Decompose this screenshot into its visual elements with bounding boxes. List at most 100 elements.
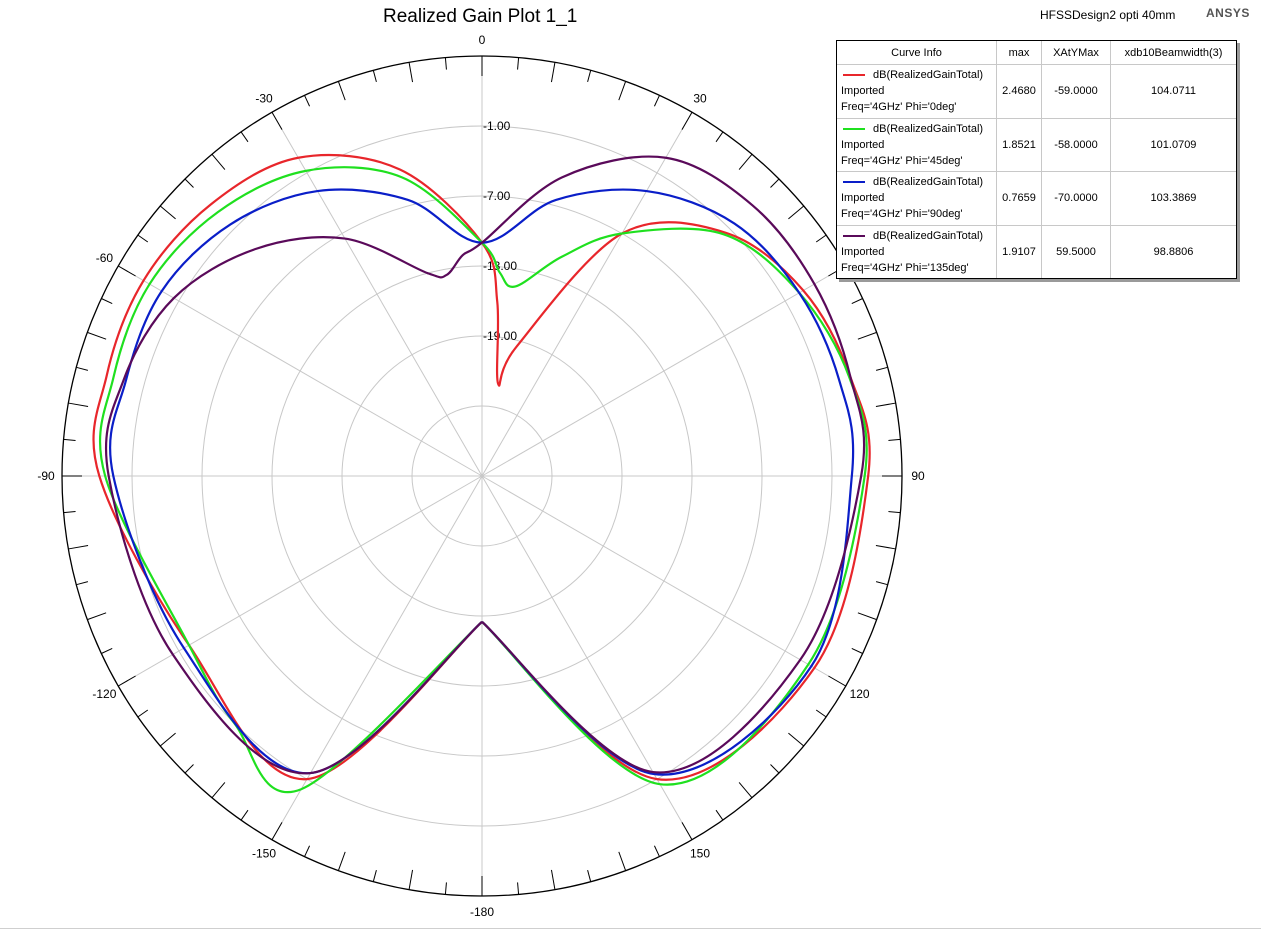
series-swatch [843, 234, 865, 237]
chart-title: Realized Gain Plot 1_1 [383, 6, 578, 27]
tick-mark [875, 366, 888, 371]
angle-tick-label: -30 [255, 91, 273, 105]
angle-tick-label: 120 [850, 687, 870, 701]
series-curve [104, 155, 866, 775]
series-swatch [843, 74, 865, 77]
curve-source: Imported [841, 85, 885, 98]
series-curve [98, 166, 868, 794]
grid-spoke [481, 475, 846, 687]
angle-tick-label: 150 [690, 847, 710, 861]
tick-mark [550, 62, 556, 83]
tick-mark [815, 709, 827, 718]
tick-mark [770, 178, 780, 188]
tick-mark [653, 95, 660, 107]
tick-mark [101, 647, 113, 654]
tick-mark [271, 112, 283, 130]
tick-mark [517, 57, 520, 70]
angle-tick-label: 30 [693, 91, 707, 105]
tick-mark [184, 764, 194, 774]
tick-mark [653, 845, 660, 857]
legend-table: Curve Info max XAtYMax xdb10Beamwidth(3)… [836, 40, 1237, 279]
tick-mark [372, 869, 377, 882]
curve-source: Imported [841, 138, 885, 151]
tick-mark [240, 809, 249, 821]
angle-ticks [62, 56, 902, 896]
beamwidth-value: 101.0709 [1110, 118, 1236, 172]
curve-source: Imported [841, 245, 885, 258]
tick-mark [857, 331, 877, 340]
legend-row[interactable]: dB(RealizedGainTotal) Imported Freq='4GH… [837, 225, 1236, 278]
angle-tick-label: -180 [470, 905, 494, 919]
tick-mark [681, 112, 693, 130]
design-name: HFSSDesign2 opti 40mm [1040, 8, 1176, 22]
tick-mark [857, 612, 877, 621]
grid-spoke [271, 475, 483, 840]
tick-mark [788, 205, 805, 220]
tick-mark [408, 62, 414, 83]
tick-mark [875, 402, 896, 408]
legend-row[interactable]: dB(RealizedGainTotal) Imported Freq='4GH… [837, 171, 1236, 226]
brand-logo: ANSYS [1206, 6, 1250, 20]
curve-name: dB(RealizedGainTotal) [873, 69, 984, 82]
curve-variation: Freq='4GHz' Phi='0deg' [841, 101, 957, 114]
tick-mark [211, 782, 226, 799]
grid-spoke [271, 112, 483, 477]
xatymax-value: -59.0000 [1041, 64, 1111, 119]
tick-mark [87, 612, 107, 621]
tick-mark [550, 869, 556, 890]
tick-mark [888, 438, 901, 441]
tick-mark [337, 851, 346, 871]
beamwidth-value: 98.8806 [1153, 245, 1194, 258]
tick-mark [304, 845, 311, 857]
legend-row[interactable]: dB(RealizedGainTotal) Imported Freq='4GH… [837, 118, 1236, 172]
tick-mark [184, 178, 194, 188]
curve-info: dB(RealizedGainTotal) Imported Freq='4GH… [837, 225, 997, 278]
tick-mark [68, 402, 89, 408]
tick-mark [738, 153, 753, 170]
tick-mark [444, 882, 447, 895]
xatymax-value: 59.5000 [1041, 225, 1111, 278]
curve-name: dB(RealizedGainTotal) [873, 176, 984, 189]
curve-variation: Freq='4GHz' Phi='45deg' [841, 154, 963, 167]
beamwidth-value: 104.0711 [1110, 64, 1236, 119]
tick-mark [815, 234, 827, 243]
tick-mark [271, 822, 283, 840]
header-curve-info: Curve Info [837, 41, 997, 65]
angle-tick-label: -120 [92, 687, 116, 701]
angle-tick-label: -150 [252, 847, 276, 861]
tick-mark [681, 822, 693, 840]
tick-mark [788, 732, 805, 747]
tick-mark [828, 675, 846, 687]
legend-row[interactable]: dB(RealizedGainTotal) Imported Freq='4GH… [837, 64, 1236, 119]
angle-tick-label: -90 [37, 469, 55, 483]
tick-mark [76, 581, 89, 586]
series-swatch [843, 181, 865, 184]
tick-mark [444, 57, 447, 70]
tick-mark [159, 205, 176, 220]
curve-info: dB(RealizedGainTotal) Imported Freq='4GH… [837, 118, 997, 172]
xatymax-value: -70.0000 [1041, 171, 1111, 226]
legend-header-row: Curve Info max XAtYMax xdb10Beamwidth(3) [837, 41, 1236, 65]
series-swatch [843, 127, 865, 130]
tick-mark [101, 298, 113, 305]
max-value: 1.9107 [996, 225, 1042, 278]
tick-mark [68, 544, 89, 550]
beamwidth-value: 103.3869 [1110, 171, 1236, 226]
tick-mark [87, 331, 107, 340]
tick-mark [118, 675, 136, 687]
max-value: 2.4680 [996, 64, 1042, 119]
radial-tick-label: -19.00 [483, 329, 517, 343]
tick-mark [587, 869, 592, 882]
tick-mark [738, 782, 753, 799]
curves [92, 153, 871, 794]
bottom-divider [0, 928, 1261, 929]
tick-mark [304, 95, 311, 107]
tick-mark [618, 851, 627, 871]
header-beamwidth: xdb10Beamwidth(3) [1110, 41, 1236, 65]
tick-mark [587, 70, 592, 83]
curve-name: dB(RealizedGainTotal) [873, 122, 984, 135]
radial-tick-label: -7.00 [483, 189, 511, 203]
tick-mark [875, 544, 896, 550]
angle-tick-label: 0 [479, 33, 486, 47]
